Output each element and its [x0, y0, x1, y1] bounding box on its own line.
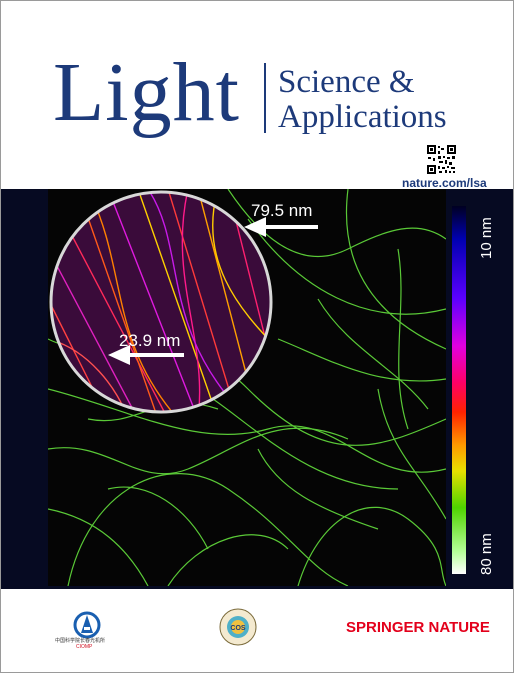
ciomp-logo-abbr: CIOMP: [76, 644, 93, 650]
ciomp-logo-icon: [73, 611, 101, 639]
arrow-icon-bottom: [108, 345, 184, 365]
microtubule-micrograph: [48, 189, 446, 586]
colorbar-label-top: 10 nm: [478, 217, 495, 259]
colorbar-label-bottom: 80 nm: [478, 533, 495, 575]
masthead: Light Science & Applications nature.com/…: [1, 1, 513, 190]
title-divider: [264, 63, 266, 133]
svg-text:COS: COS: [230, 625, 246, 632]
journal-title-sub-line1: Science &: [278, 64, 415, 100]
callout-label-top: 79.5 nm: [251, 201, 313, 220]
cover-image-band: 79.5 nm 23.9 nm: [1, 189, 513, 589]
journal-url-link[interactable]: nature.com/lsa: [402, 176, 487, 190]
arrow-icon-top: [244, 217, 318, 237]
cover-footer: 中国科学院长春光机所 CIOMP COS SPRINGER NATURE: [1, 589, 513, 672]
ciomp-logo-text: 中国科学院长春光机所: [55, 638, 106, 644]
depth-colorbar: [452, 206, 466, 574]
callout-label-bottom: 23.9 nm: [119, 331, 181, 350]
qr-code-icon[interactable]: [426, 144, 457, 175]
journal-title-main: Light: [53, 46, 240, 139]
cos-logo-icon: COS: [219, 608, 257, 646]
springer-nature-logo: SPRINGER NATURE: [346, 619, 490, 636]
journal-title-sub-line2: Applications: [278, 99, 447, 135]
